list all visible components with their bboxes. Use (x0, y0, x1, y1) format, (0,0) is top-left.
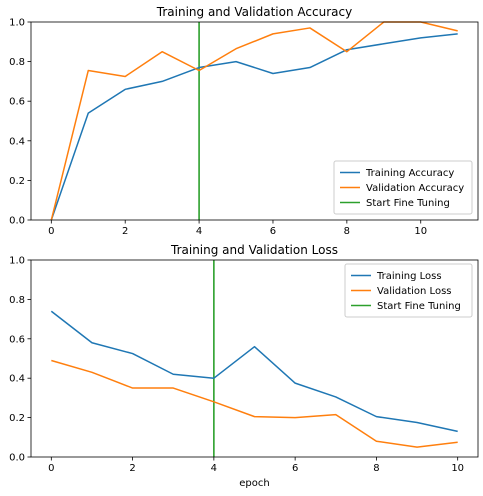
x-tick-label: 6 (270, 226, 276, 237)
y-tick-label: 0.2 (9, 176, 25, 187)
y-tick-label: 0.6 (9, 334, 25, 345)
x-tick-label: 0 (48, 463, 54, 474)
series-line-validation-loss (51, 360, 457, 447)
x-tick-label: 10 (414, 226, 427, 237)
legend-label: Validation Accuracy (366, 183, 464, 194)
legend-label: Start Fine Tuning (377, 301, 461, 312)
legend-label: Training Loss (376, 271, 442, 282)
chart-title: Training and Validation Accuracy (156, 5, 352, 19)
y-tick-label: 1.0 (9, 256, 25, 267)
legend-label: Validation Loss (377, 286, 452, 297)
x-tick-label: 2 (129, 463, 135, 474)
chart-title: Training and Validation Loss (170, 243, 338, 257)
x-tick-label: 2 (122, 226, 128, 237)
y-tick-label: 0.8 (9, 295, 25, 306)
y-tick-label: 0.2 (9, 413, 25, 424)
series-line-training-loss (51, 311, 457, 431)
y-tick-label: 0.6 (9, 97, 25, 108)
x-tick-label: 4 (211, 463, 217, 474)
legend: Training Accuracy Validation Accuracy Star… (334, 161, 472, 214)
y-tick-label: 0.0 (9, 216, 25, 227)
y-tick-label: 0.4 (9, 374, 25, 385)
x-tick-label: 10 (451, 463, 464, 474)
legend-label: Start Fine Tuning (366, 198, 450, 209)
chart-panel-1: 0 2 4 6 8 10 0.0 0.2 0.4 0.6 0.8 1.0 Training and Va… (9, 5, 478, 237)
legend-label: Training Accuracy (365, 168, 454, 179)
y-tick-label: 0.0 (9, 453, 25, 464)
x-tick-label: 8 (373, 463, 379, 474)
y-tick-label: 1.0 (9, 18, 25, 29)
chart-panel-2: 0 2 4 6 8 10 0.0 0.2 0.4 0.6 0.8 1.0 Training and Va… (9, 243, 478, 489)
y-tick-label: 0.8 (9, 57, 25, 68)
legend: Training Loss Validation Loss Start Fine T… (345, 264, 472, 317)
y-tick-label: 0.4 (9, 136, 25, 147)
x-tick-label: 8 (344, 226, 350, 237)
x-tick-label: 4 (196, 226, 202, 237)
x-tick-label: 0 (48, 226, 54, 237)
x-axis-label: epoch (239, 478, 269, 489)
x-tick-label: 6 (292, 463, 298, 474)
